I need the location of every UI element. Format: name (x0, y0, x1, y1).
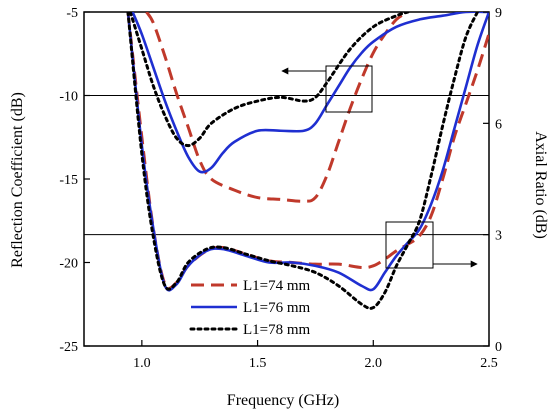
series-layer (126, 12, 489, 310)
series-line-reflection-l1-76-mm (126, 12, 489, 292)
annotation-right-axis (385, 221, 478, 269)
x-tick-label: 2.0 (365, 356, 383, 371)
legend-label: L1=78 mm (243, 322, 311, 338)
left-y-tick-label: -5 (66, 6, 78, 21)
right-y-tick-label: 9 (495, 6, 502, 21)
legend-label: L1=74 mm (243, 278, 311, 294)
left-y-tick-label: -15 (59, 173, 78, 188)
annotation-box-reflection (325, 65, 373, 113)
left-y-tick-label: -10 (59, 90, 78, 105)
series-line-axial-ratio-l1-76-mm (131, 12, 489, 174)
x-axis-ticks: 1.0 1.5 2.0 2.5 (133, 340, 498, 371)
annotation-box-axial-ratio (385, 221, 434, 269)
legend: L1=74 mm L1=76 mm L1=78 mm (189, 278, 311, 338)
left-y-tick-label: -20 (59, 257, 78, 272)
x-tick-label: 2.5 (480, 356, 498, 371)
right-y-axis-ticks: 0 3 6 9 (483, 6, 502, 355)
x-axis-title: Frequency (GHz) (227, 392, 339, 409)
series-line-axial-ratio-l1-78-mm (128, 12, 410, 148)
x-tick-label: 1.5 (249, 356, 267, 371)
right-y-tick-label: 3 (495, 229, 502, 244)
series-line-reflection-l1-74-mm (126, 12, 489, 290)
annotation-left-axis (281, 65, 373, 113)
series-line-reflection-l1-78-mm (126, 12, 479, 310)
x-tick-label: 1.0 (133, 356, 151, 371)
left-y-axis-ticks: -25 -20 -15 -10 -5 (59, 6, 90, 355)
series-line-axial-ratio-l1-74-mm (145, 12, 409, 203)
right-y-axis-title: Axial Ratio (dB) (532, 131, 549, 239)
legend-label: L1=76 mm (243, 300, 311, 316)
right-y-tick-label: 6 (495, 117, 502, 132)
left-y-axis-title: Reflection Coefficient (dB) (9, 92, 26, 268)
left-y-tick-label: -25 (59, 340, 78, 355)
right-y-tick-label: 0 (495, 340, 502, 355)
